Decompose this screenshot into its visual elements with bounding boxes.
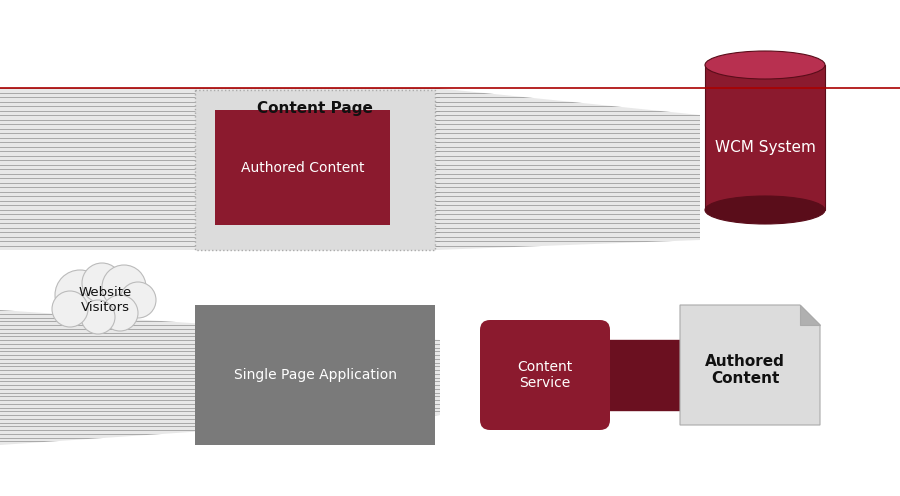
Polygon shape: [435, 88, 700, 250]
Circle shape: [102, 265, 146, 309]
Polygon shape: [680, 305, 820, 425]
Text: Authored
Content: Authored Content: [705, 354, 785, 386]
Circle shape: [120, 282, 156, 318]
Polygon shape: [0, 88, 440, 250]
Circle shape: [102, 295, 138, 331]
Bar: [215, 110, 390, 225]
Circle shape: [81, 300, 115, 334]
Ellipse shape: [705, 51, 825, 79]
Circle shape: [55, 270, 105, 320]
Bar: [705, 65, 825, 210]
FancyBboxPatch shape: [480, 320, 610, 430]
Bar: [195, 90, 435, 250]
Text: Content Page: Content Page: [257, 101, 373, 116]
Ellipse shape: [705, 196, 825, 224]
Bar: [195, 305, 435, 445]
Polygon shape: [800, 305, 820, 325]
Text: Authored Content: Authored Content: [241, 161, 364, 175]
Circle shape: [82, 263, 122, 303]
Text: Content
Service: Content Service: [518, 360, 572, 390]
Text: Website
Visitors: Website Visitors: [78, 286, 131, 314]
Text: WCM System: WCM System: [715, 140, 815, 155]
Polygon shape: [0, 310, 440, 445]
Circle shape: [52, 291, 88, 327]
Text: Single Page Application: Single Page Application: [233, 368, 397, 382]
